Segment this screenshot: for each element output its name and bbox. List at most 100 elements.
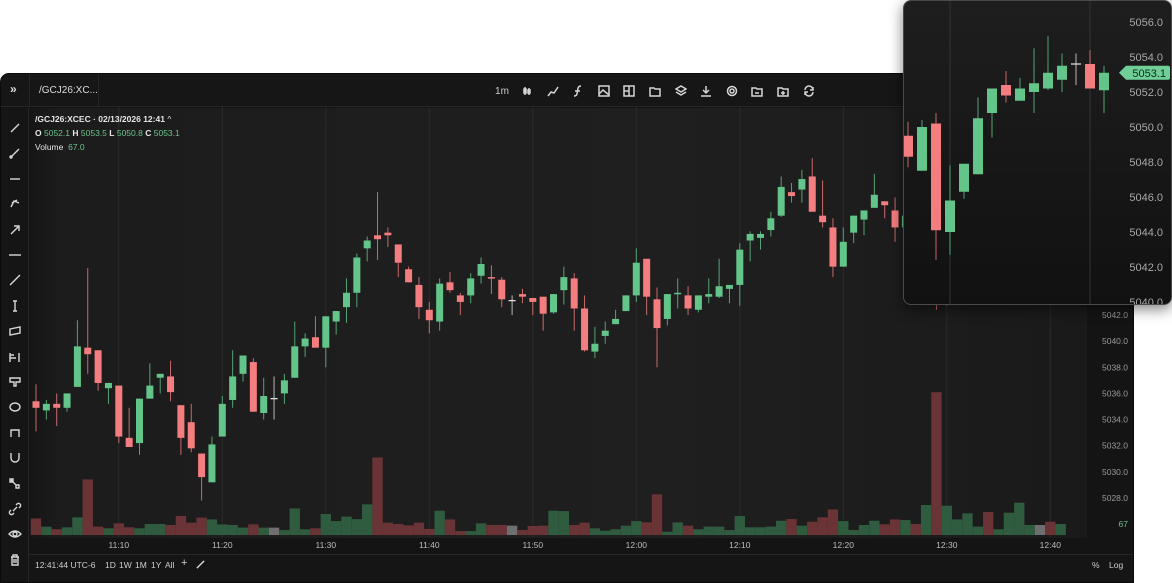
function-icon[interactable] bbox=[570, 83, 586, 99]
candle bbox=[757, 231, 764, 250]
candle bbox=[581, 295, 589, 352]
candle-body bbox=[591, 343, 599, 352]
parallel-channel-icon[interactable] bbox=[8, 324, 22, 338]
folder-open-icon[interactable] bbox=[749, 83, 765, 99]
candle bbox=[208, 436, 216, 483]
candle-body bbox=[384, 232, 392, 236]
volume-bar bbox=[889, 519, 901, 535]
horizontal-line-icon[interactable] bbox=[8, 248, 22, 262]
candle bbox=[384, 227, 392, 248]
volume-bar bbox=[807, 521, 818, 535]
range-1m[interactable]: 1M bbox=[135, 560, 147, 570]
candle bbox=[870, 173, 878, 208]
pencil-icon[interactable] bbox=[196, 560, 205, 571]
inset-y-tick-label: 5056.0 bbox=[1129, 17, 1163, 29]
candle bbox=[674, 278, 682, 309]
candle bbox=[601, 321, 609, 344]
volume-bar bbox=[434, 510, 445, 535]
volume-bar bbox=[113, 523, 124, 535]
vertical-line-icon[interactable] bbox=[8, 299, 22, 313]
candle-body bbox=[860, 210, 868, 220]
clock: 12:41:44 UTC-6 bbox=[35, 560, 96, 570]
range-1y[interactable]: 1Y bbox=[151, 560, 162, 570]
candle-body bbox=[725, 284, 733, 289]
layout-icon[interactable] bbox=[621, 83, 637, 99]
candle-body bbox=[63, 393, 71, 408]
candle-body bbox=[456, 295, 464, 302]
candle bbox=[63, 393, 71, 412]
collapse-caret-icon[interactable]: ^ bbox=[167, 114, 172, 124]
horizontal-segment-icon[interactable] bbox=[8, 172, 22, 186]
log-toggle[interactable]: Log bbox=[1109, 560, 1124, 570]
ellipse-icon[interactable] bbox=[8, 400, 22, 414]
ray-icon[interactable] bbox=[8, 146, 22, 160]
trend-line-icon[interactable] bbox=[8, 121, 22, 135]
volume-bar bbox=[403, 525, 414, 535]
candle bbox=[53, 393, 61, 427]
candle bbox=[260, 377, 268, 420]
magnet-icon[interactable] bbox=[8, 451, 22, 465]
candle-body bbox=[477, 264, 485, 276]
candle-body bbox=[839, 241, 847, 267]
candle bbox=[663, 294, 671, 326]
y-tick-label: 5042.0 bbox=[1102, 310, 1128, 320]
candle-body bbox=[187, 422, 195, 449]
ohlc-legend: /GCJ26:XCEC · 02/13/2026 12:41 ^ O 5052.… bbox=[35, 112, 180, 154]
indicator-line-icon[interactable] bbox=[545, 83, 561, 99]
inset-candle bbox=[1015, 78, 1025, 101]
volume-bar bbox=[248, 524, 259, 535]
percent-toggle[interactable]: % bbox=[1092, 560, 1100, 570]
candle-body bbox=[260, 396, 268, 414]
symbol-tab[interactable]: /GCJ26:XC... bbox=[29, 74, 99, 107]
candle bbox=[311, 316, 319, 348]
inset-candle bbox=[1001, 71, 1011, 103]
volume-bar bbox=[931, 392, 942, 535]
extended-line-icon[interactable] bbox=[8, 273, 22, 287]
zoomed-inset-chart: 5040.0 5042.0 5044.0 5046.0 5048.0 5050.0 5052… bbox=[903, 0, 1172, 305]
pitchfork-icon[interactable] bbox=[8, 197, 22, 211]
candle-body bbox=[363, 240, 371, 249]
settings-icon[interactable] bbox=[724, 83, 740, 99]
range-1w[interactable]: 1W bbox=[119, 560, 132, 570]
volume-bar bbox=[465, 531, 476, 535]
brush-icon[interactable] bbox=[8, 477, 22, 491]
link-icon[interactable] bbox=[8, 502, 22, 516]
candle-body bbox=[415, 284, 423, 308]
volume-bar bbox=[279, 530, 290, 535]
candle-body bbox=[42, 403, 50, 411]
candle bbox=[622, 295, 630, 312]
image-icon[interactable] bbox=[596, 83, 612, 99]
refresh-icon[interactable] bbox=[801, 83, 817, 99]
volume-bar bbox=[1045, 521, 1056, 535]
candle bbox=[715, 258, 723, 299]
candle-body bbox=[487, 277, 495, 279]
folder-icon[interactable] bbox=[647, 83, 663, 99]
range-1d[interactable]: 1D bbox=[105, 560, 116, 570]
add-range-button[interactable]: + bbox=[181, 557, 188, 569]
download-icon[interactable] bbox=[698, 83, 714, 99]
fib-icon[interactable] bbox=[8, 350, 22, 364]
candle bbox=[104, 382, 112, 404]
layers-icon[interactable] bbox=[673, 83, 689, 99]
volume-bar bbox=[569, 525, 580, 535]
folder-add-icon[interactable] bbox=[775, 83, 791, 99]
candle-body bbox=[529, 298, 537, 302]
eye-icon[interactable] bbox=[8, 527, 22, 541]
volume-bar bbox=[993, 529, 1004, 535]
candle-body bbox=[136, 398, 143, 444]
double-chevron-right-icon[interactable]: » bbox=[10, 82, 17, 96]
candle bbox=[725, 284, 733, 304]
interval-button[interactable]: 1m bbox=[495, 85, 509, 97]
low-value: 5050.8 bbox=[116, 128, 143, 138]
candle-body bbox=[115, 385, 123, 437]
bracket-icon[interactable] bbox=[8, 426, 22, 440]
candle-type-icon[interactable] bbox=[519, 83, 535, 99]
volume-bar bbox=[289, 508, 300, 535]
volume-bar bbox=[1024, 525, 1035, 535]
volume-bar bbox=[175, 515, 187, 535]
arrow-icon[interactable] bbox=[8, 223, 22, 237]
callout-icon[interactable] bbox=[8, 375, 22, 389]
range-all[interactable]: All bbox=[165, 560, 175, 570]
legend-title: /GCJ26:XCEC · 02/13/2026 12:41 bbox=[35, 114, 165, 124]
trash-icon[interactable] bbox=[8, 553, 22, 567]
